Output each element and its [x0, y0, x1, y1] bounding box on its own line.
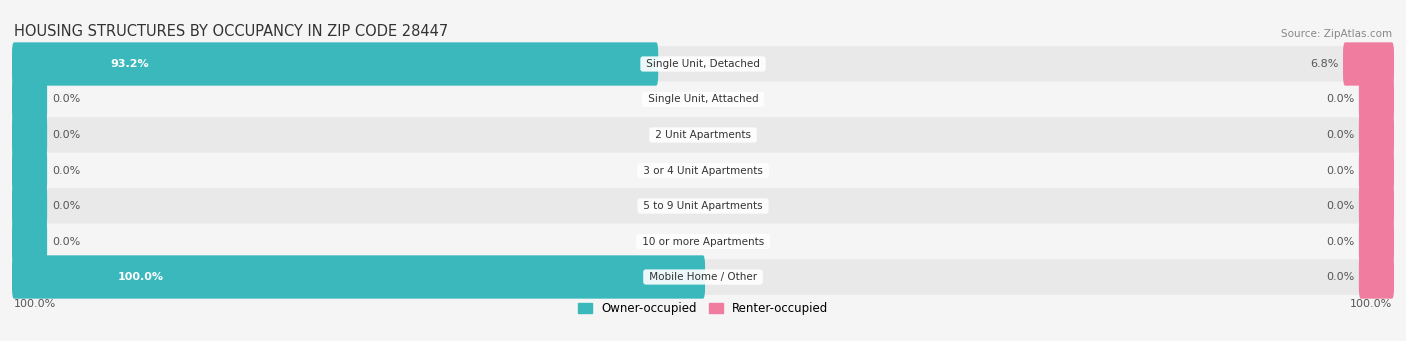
Text: 0.0%: 0.0%: [52, 201, 80, 211]
Text: 5 to 9 Unit Apartments: 5 to 9 Unit Apartments: [640, 201, 766, 211]
Text: HOUSING STRUCTURES BY OCCUPANCY IN ZIP CODE 28447: HOUSING STRUCTURES BY OCCUPANCY IN ZIP C…: [14, 24, 449, 39]
Text: 0.0%: 0.0%: [1326, 165, 1354, 176]
Text: Single Unit, Detached: Single Unit, Detached: [643, 59, 763, 69]
FancyBboxPatch shape: [1358, 184, 1393, 228]
FancyBboxPatch shape: [1358, 255, 1393, 299]
FancyBboxPatch shape: [13, 42, 658, 86]
Text: 0.0%: 0.0%: [52, 130, 80, 140]
Text: 0.0%: 0.0%: [1326, 130, 1354, 140]
Text: 0.0%: 0.0%: [1326, 237, 1354, 247]
FancyBboxPatch shape: [13, 149, 48, 192]
Text: 100.0%: 100.0%: [1350, 299, 1392, 309]
Text: 10 or more Apartments: 10 or more Apartments: [638, 237, 768, 247]
Text: 0.0%: 0.0%: [52, 94, 80, 104]
Text: 3 or 4 Unit Apartments: 3 or 4 Unit Apartments: [640, 165, 766, 176]
FancyBboxPatch shape: [14, 46, 1392, 82]
Text: 0.0%: 0.0%: [1326, 94, 1354, 104]
FancyBboxPatch shape: [1358, 78, 1393, 121]
FancyBboxPatch shape: [13, 255, 704, 299]
FancyBboxPatch shape: [1358, 220, 1393, 263]
FancyBboxPatch shape: [13, 113, 48, 157]
Text: Single Unit, Attached: Single Unit, Attached: [644, 94, 762, 104]
FancyBboxPatch shape: [13, 184, 48, 228]
FancyBboxPatch shape: [1343, 42, 1393, 86]
FancyBboxPatch shape: [13, 220, 48, 263]
Text: 100.0%: 100.0%: [117, 272, 163, 282]
FancyBboxPatch shape: [14, 188, 1392, 224]
FancyBboxPatch shape: [14, 224, 1392, 259]
Text: 0.0%: 0.0%: [1326, 272, 1354, 282]
FancyBboxPatch shape: [1358, 149, 1393, 192]
FancyBboxPatch shape: [14, 82, 1392, 117]
Text: 93.2%: 93.2%: [111, 59, 149, 69]
FancyBboxPatch shape: [1358, 113, 1393, 157]
Text: Mobile Home / Other: Mobile Home / Other: [645, 272, 761, 282]
Text: 0.0%: 0.0%: [52, 165, 80, 176]
FancyBboxPatch shape: [13, 78, 48, 121]
FancyBboxPatch shape: [14, 117, 1392, 153]
FancyBboxPatch shape: [14, 259, 1392, 295]
Text: 2 Unit Apartments: 2 Unit Apartments: [652, 130, 754, 140]
FancyBboxPatch shape: [14, 153, 1392, 188]
Text: 0.0%: 0.0%: [52, 237, 80, 247]
Legend: Owner-occupied, Renter-occupied: Owner-occupied, Renter-occupied: [578, 302, 828, 315]
Text: 100.0%: 100.0%: [14, 299, 56, 309]
Text: Source: ZipAtlas.com: Source: ZipAtlas.com: [1281, 29, 1392, 39]
Text: 6.8%: 6.8%: [1310, 59, 1339, 69]
Text: 0.0%: 0.0%: [1326, 201, 1354, 211]
